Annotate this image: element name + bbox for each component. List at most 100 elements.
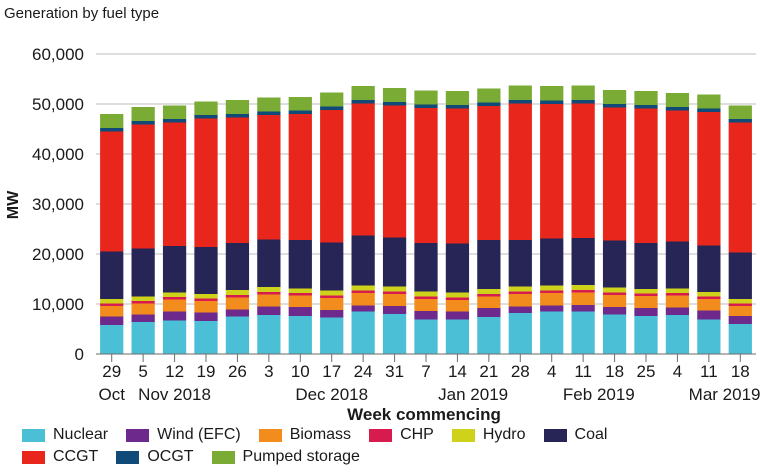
bar-segment-nuclear bbox=[728, 324, 752, 354]
bar-segment-ccgt bbox=[288, 114, 312, 240]
legend-label: OCGT bbox=[147, 448, 194, 465]
bar-segment-ccgt bbox=[162, 122, 187, 246]
legend-swatch bbox=[126, 428, 150, 442]
legend-label: Hydro bbox=[482, 426, 526, 443]
bar-segment-coal bbox=[477, 240, 501, 289]
bar-segment-chp bbox=[571, 290, 595, 293]
bar-segment-wind-efc bbox=[414, 311, 438, 320]
bar-segment-wind-efc bbox=[665, 307, 690, 315]
bar-segment-nuclear bbox=[697, 319, 721, 354]
bar-segment-biomass bbox=[414, 299, 438, 311]
legend-item: Wind (EFC) bbox=[126, 426, 241, 444]
legend-swatch bbox=[22, 428, 45, 442]
bar-segment-biomass bbox=[540, 293, 564, 306]
x-tick-label: 17 bbox=[322, 362, 341, 381]
bar-segment-ocgt bbox=[414, 104, 438, 108]
bar-segment-chp bbox=[131, 301, 155, 304]
legend-swatch bbox=[369, 428, 393, 442]
bar-segment-wind-efc bbox=[100, 316, 124, 325]
bar-segment-pumped-storage bbox=[288, 97, 312, 111]
bar-segment-chp bbox=[162, 297, 187, 300]
bar-segment-wind-efc bbox=[288, 307, 312, 316]
bar-segment-nuclear bbox=[602, 314, 627, 354]
bar-segment-nuclear bbox=[445, 319, 470, 354]
bar-segment-ocgt bbox=[697, 108, 721, 112]
bar-segment-ccgt bbox=[320, 110, 344, 243]
bar-segment-nuclear bbox=[665, 315, 690, 354]
legend-row: Nuclear Wind (EFC) Biomass CHP Hydro Coal bbox=[22, 424, 762, 446]
bar-segment-ocgt bbox=[351, 100, 375, 104]
bar-segment-coal bbox=[665, 241, 690, 289]
x-tick-label: 29 bbox=[102, 362, 121, 381]
bar-segment-chp bbox=[100, 303, 124, 306]
x-tick-label: 26 bbox=[228, 362, 247, 381]
bar-segment-chp bbox=[634, 293, 658, 296]
bar-segment-wind-efc bbox=[382, 306, 407, 314]
bar-segment-chp bbox=[414, 296, 438, 299]
x-tick-label: 18 bbox=[605, 362, 624, 381]
legend-item: Nuclear bbox=[22, 426, 108, 444]
bar-segment-chp bbox=[602, 292, 627, 295]
bar-segment-nuclear bbox=[414, 319, 438, 354]
x-tick-label: 4 bbox=[547, 362, 556, 381]
bar-segment-biomass bbox=[445, 300, 470, 312]
bar-segment-hydro bbox=[508, 286, 532, 292]
y-tick-label: 30,000 bbox=[32, 195, 84, 214]
legend: Nuclear Wind (EFC) Biomass CHP Hydro Coal CCGT… bbox=[22, 424, 762, 468]
x-tick-label: 21 bbox=[479, 362, 498, 381]
bar-segment-pumped-storage bbox=[571, 85, 595, 100]
bar-segment-coal bbox=[382, 237, 407, 287]
bar-segment-ocgt bbox=[445, 105, 470, 109]
bar-segment-nuclear bbox=[634, 316, 658, 354]
bar-segment-ocgt bbox=[382, 102, 407, 106]
bar-segment-biomass bbox=[162, 299, 187, 312]
y-tick-label: 0 bbox=[75, 345, 84, 364]
x-tick-label: 12 bbox=[165, 362, 184, 381]
legend-item: Hydro bbox=[451, 426, 526, 444]
bar-segment-hydro bbox=[131, 296, 155, 301]
bar-segment-coal bbox=[728, 252, 752, 299]
bar-segment-pumped-storage bbox=[257, 97, 281, 112]
bar-segment-hydro bbox=[257, 287, 281, 292]
bar-segment-ccgt bbox=[571, 103, 595, 238]
bar-segment-pumped-storage bbox=[131, 107, 155, 121]
x-axis-label: Week commencing bbox=[347, 405, 501, 424]
bar-segment-biomass bbox=[288, 295, 312, 307]
bar-segment-biomass bbox=[100, 306, 124, 317]
bar-segment-hydro bbox=[288, 288, 312, 293]
bar-segment-chp bbox=[508, 291, 532, 294]
bar-segment-pumped-storage bbox=[728, 105, 752, 119]
legend-swatch bbox=[22, 450, 45, 464]
bar-segment-hydro bbox=[602, 287, 627, 293]
bar-segment-coal bbox=[100, 251, 124, 299]
bar-segment-wind-efc bbox=[540, 305, 564, 312]
bar-segment-ccgt bbox=[445, 108, 470, 244]
bar-segment-nuclear bbox=[162, 320, 187, 354]
bar-segment-hydro bbox=[351, 285, 375, 291]
x-tick-label: 4 bbox=[673, 362, 682, 381]
bar-segment-wind-efc bbox=[257, 306, 281, 315]
bar-segment-ocgt bbox=[225, 114, 250, 118]
bar-segment-pumped-storage bbox=[194, 101, 218, 115]
bar-segment-coal bbox=[602, 240, 627, 288]
bar-segment-wind-efc bbox=[320, 310, 344, 318]
legend-swatch bbox=[211, 450, 235, 464]
bar-segment-ocgt bbox=[477, 102, 501, 106]
x-tick-label: 3 bbox=[264, 362, 273, 381]
bar-segment-coal bbox=[320, 242, 344, 291]
bar-segment-chp bbox=[194, 298, 218, 301]
bar-segment-nuclear bbox=[320, 317, 344, 354]
bar-segment-ccgt bbox=[194, 118, 218, 247]
legend-label: Wind (EFC) bbox=[157, 426, 241, 443]
month-label: Oct bbox=[98, 385, 125, 404]
bar-segment-nuclear bbox=[382, 314, 407, 354]
bar-segment-ocgt bbox=[257, 111, 281, 115]
bar-segment-pumped-storage bbox=[508, 85, 532, 100]
bar-segment-ccgt bbox=[131, 124, 155, 249]
bar-segment-hydro bbox=[634, 289, 658, 294]
month-labels: Oct Nov 2018 Dec 2018 Jan 2019 Feb 2019 Mar 2… bbox=[98, 385, 760, 404]
bar-segment-ocgt bbox=[728, 119, 752, 123]
bar-segment-wind-efc bbox=[194, 312, 218, 321]
bar-segment-biomass bbox=[225, 297, 250, 310]
bar-segment-pumped-storage bbox=[414, 90, 438, 105]
